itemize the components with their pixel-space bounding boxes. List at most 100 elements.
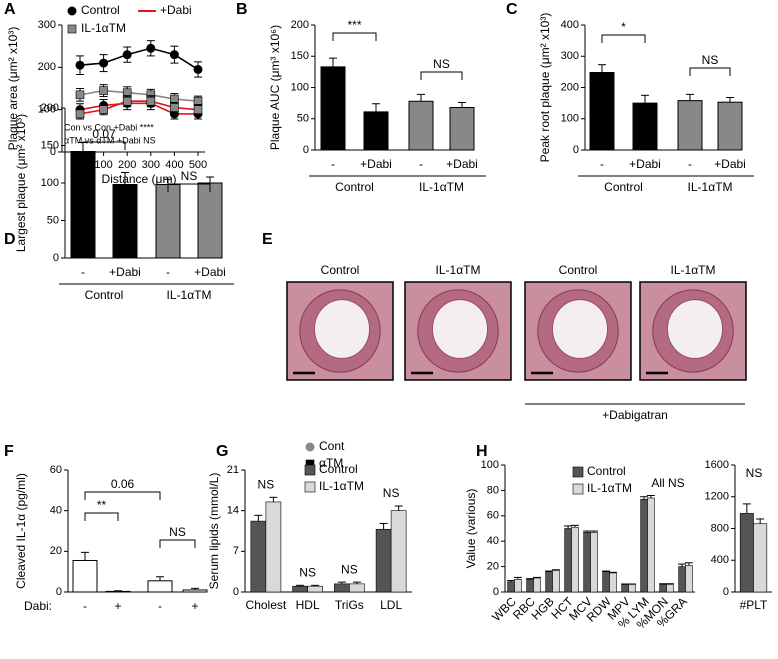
- bracket: [82, 141, 126, 150]
- bar: [197, 182, 223, 259]
- bar: [628, 584, 636, 593]
- bar: [363, 111, 389, 151]
- x-tick-label: #PLT: [740, 598, 768, 612]
- y-tick-label: 50: [297, 113, 309, 125]
- y-tick-label: 100: [291, 81, 309, 93]
- marker: [193, 105, 203, 114]
- x-axis-label: Distance (μm): [102, 172, 177, 186]
- y-tick-label: 400: [711, 554, 729, 566]
- y-tick-label: 60: [50, 464, 62, 476]
- panel-letter: G: [216, 443, 228, 460]
- y-axis-label: Value (various): [464, 489, 478, 569]
- group-label: IL-1αTM: [167, 288, 212, 302]
- y-axis-label: Largest plaque (μm² x10³): [14, 114, 28, 252]
- bar: [72, 559, 98, 593]
- marker: [169, 50, 179, 60]
- significance: NS: [746, 466, 763, 480]
- bar: [583, 532, 591, 593]
- significance: NS: [299, 565, 316, 579]
- y-axis-label: Serum lipids (mmol/L): [207, 473, 221, 590]
- micrograph-label: IL-1αTM: [671, 263, 716, 277]
- bar: [666, 584, 674, 593]
- bar: [526, 578, 534, 593]
- marker: [170, 103, 179, 112]
- bar: [349, 583, 365, 593]
- legend-swatch: [304, 481, 316, 493]
- panel-letter: B: [236, 1, 248, 18]
- significance: NS: [702, 53, 719, 67]
- micrograph-label: IL-1αTM: [436, 263, 481, 277]
- x-tick-label: 300: [142, 159, 160, 171]
- bar: [507, 581, 515, 593]
- panel-letter: H: [476, 443, 488, 460]
- bar: [602, 571, 610, 593]
- x-tick-label: +: [114, 599, 121, 613]
- group-label: IL-1αTM: [419, 180, 464, 194]
- category-title: Dabi:: [24, 599, 52, 613]
- x-tick-label: 500: [189, 159, 207, 171]
- bar: [621, 584, 629, 593]
- legend-label: αTM: [319, 456, 343, 470]
- marker: [75, 109, 85, 119]
- y-tick-label: 0: [50, 146, 56, 158]
- y-tick-label: 1200: [705, 491, 729, 503]
- bar: [552, 570, 560, 593]
- y-tick-label: 50: [47, 214, 59, 226]
- panel-letter: A: [4, 1, 16, 18]
- significance: NS: [433, 57, 450, 71]
- x-tick-label: +: [191, 599, 198, 613]
- legend-label: IL-1αTM: [319, 479, 364, 493]
- x-tick-label: -: [331, 157, 335, 171]
- bracket: [167, 183, 211, 192]
- x-tick-label: +Dabi: [194, 265, 226, 279]
- bar: [182, 589, 208, 593]
- y-axis-label: Peak root plaque (μm² x10³): [538, 13, 552, 163]
- bar: [753, 523, 768, 593]
- significance: 0.06: [111, 477, 135, 491]
- significance: NS: [341, 562, 358, 576]
- x-tick-label: +Dabi: [109, 265, 141, 279]
- x-tick-label: 400: [165, 159, 183, 171]
- x-tick-label: -: [83, 599, 87, 613]
- line: [79, 47, 199, 71]
- marker: [193, 96, 203, 106]
- bar: [564, 528, 572, 593]
- bar: [545, 571, 553, 593]
- bar: [609, 572, 617, 593]
- bar: [408, 100, 434, 151]
- y-tick-label: 0: [493, 586, 499, 598]
- x-tick-label: LDL: [380, 598, 402, 612]
- x-tick-label: HDL: [296, 598, 320, 612]
- bar: [647, 497, 655, 593]
- y-tick-label: 200: [38, 61, 56, 73]
- x-tick-label: -: [419, 157, 423, 171]
- legend-marker: [305, 442, 315, 452]
- caption: +Dabigatran: [602, 408, 668, 422]
- lumen: [313, 299, 371, 359]
- marker: [122, 50, 132, 60]
- bar: [514, 578, 522, 593]
- y-axis-label: Cleaved IL-1α (pg/ml): [14, 473, 28, 589]
- y-tick-label: 400: [561, 19, 579, 31]
- y-tick-label: 200: [291, 19, 309, 31]
- y-axis-label: Plaque AUC (μm³ x10⁶): [268, 25, 282, 150]
- bar: [320, 66, 346, 151]
- panel-letter: C: [506, 1, 518, 18]
- bar: [70, 151, 96, 259]
- y-axis-label: Plaque area (μm² x10³): [6, 27, 20, 151]
- marker: [99, 105, 108, 114]
- x-tick-label: TriGs: [335, 598, 364, 612]
- legend-swatch: [304, 464, 316, 476]
- y-tick-label: 20: [487, 561, 499, 573]
- bar: [155, 184, 181, 259]
- bar: [292, 585, 308, 593]
- group-label: Control: [335, 180, 374, 194]
- legend-label: Control: [587, 464, 626, 478]
- legend-label: Control: [319, 462, 358, 476]
- panel-letter: E: [262, 231, 273, 248]
- y-tick-label: 100: [38, 104, 56, 116]
- bracket: [601, 34, 646, 43]
- annotation: αTM vs αTM +Dabi NS: [64, 135, 156, 145]
- significance: NS: [169, 525, 186, 539]
- significance: NS: [181, 169, 198, 183]
